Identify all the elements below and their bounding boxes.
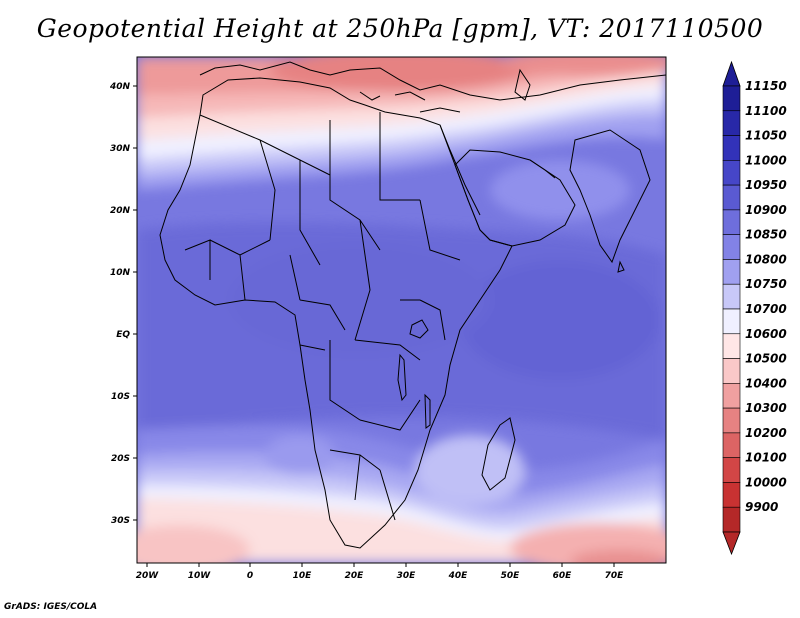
legend-label: 11000 — [745, 153, 787, 167]
legend-swatch — [722, 457, 741, 483]
lon-tick-label: 50E — [501, 571, 521, 581]
lat-tick-label: 20N — [110, 206, 131, 216]
legend-label: 10300 — [745, 401, 787, 415]
legend-swatch — [722, 259, 741, 285]
legend-label: 10700 — [745, 302, 787, 316]
legend-swatch — [722, 407, 741, 434]
legend-label: 10500 — [745, 352, 787, 366]
legend-swatch — [722, 234, 741, 260]
lon-tick-label: 10W — [188, 571, 212, 581]
page-title: Geopotential Height at 250hPa [gpm], VT:… — [36, 14, 764, 43]
legend-swatch — [722, 432, 741, 458]
color-legend: 11150 11100 11050 11000 10950 10900 10850 10800… — [722, 60, 787, 556]
legend-label: 10950 — [745, 178, 787, 192]
legend-swatch — [722, 160, 741, 186]
legend-arrow-bottom — [722, 531, 741, 556]
lat-tick-label: 20S — [111, 454, 130, 464]
credit-label: GrADS: IGES/COLA — [4, 602, 98, 612]
legend-swatch — [722, 135, 741, 161]
lon-tick-labels: 20W 10W 0 10E 20E 30E 40E 50E 60E 70E — [136, 571, 624, 581]
legend-label: 11150 — [745, 79, 787, 93]
lat-tick-label: 40N — [109, 82, 131, 92]
coastlines — [159, 61, 666, 549]
lon-tick-label: 60E — [553, 571, 573, 581]
legend-arrow-top — [722, 60, 741, 87]
legend-swatch — [722, 383, 741, 409]
lon-tick-label: 20E — [345, 571, 365, 581]
lat-tick-label: EQ — [116, 330, 130, 340]
legend-label: 10850 — [745, 228, 787, 242]
legend-swatch — [722, 85, 741, 112]
legend-swatch — [722, 283, 741, 310]
legend-swatch — [722, 482, 741, 508]
legend-label: 10000 — [745, 475, 787, 489]
legend-label: 10800 — [745, 252, 787, 266]
legend-label: 11050 — [745, 129, 787, 143]
legend-label: 10100 — [745, 451, 787, 465]
legend-swatch — [722, 308, 741, 335]
legend-label: 10750 — [745, 277, 787, 291]
lat-tick-label: 10N — [110, 268, 131, 278]
legend-label: 9900 — [745, 500, 778, 514]
lon-tick-label: 30E — [397, 571, 417, 581]
lon-tick-label: 10E — [293, 571, 313, 581]
plot-frame — [136, 56, 667, 564]
lon-tick-label: 0 — [247, 571, 253, 581]
legend-label: 10600 — [745, 327, 787, 341]
lon-tick-label: 40E — [448, 571, 469, 581]
legend-swatch — [722, 209, 741, 235]
legend-label: 10400 — [745, 376, 787, 390]
legend-swatch — [722, 506, 741, 533]
lat-tick-label: 30N — [110, 144, 131, 154]
legend-label: 10900 — [745, 203, 787, 217]
legend-swatch — [722, 333, 741, 359]
legend-label: 11100 — [745, 104, 787, 118]
lat-tick-label: 30S — [111, 516, 130, 526]
legend-label: 10200 — [745, 426, 787, 440]
lon-tick-label: 70E — [605, 571, 625, 581]
legend-swatch — [722, 358, 741, 384]
legend-swatch — [722, 184, 741, 211]
legend-swatch — [722, 110, 741, 136]
height-field — [137, 57, 666, 563]
lat-tick-labels: 40N 30N 20N 10N EQ 10S 20S 30S — [109, 82, 131, 526]
lat-tick-label: 10S — [111, 392, 130, 402]
lon-tick-label: 20W — [136, 571, 160, 581]
